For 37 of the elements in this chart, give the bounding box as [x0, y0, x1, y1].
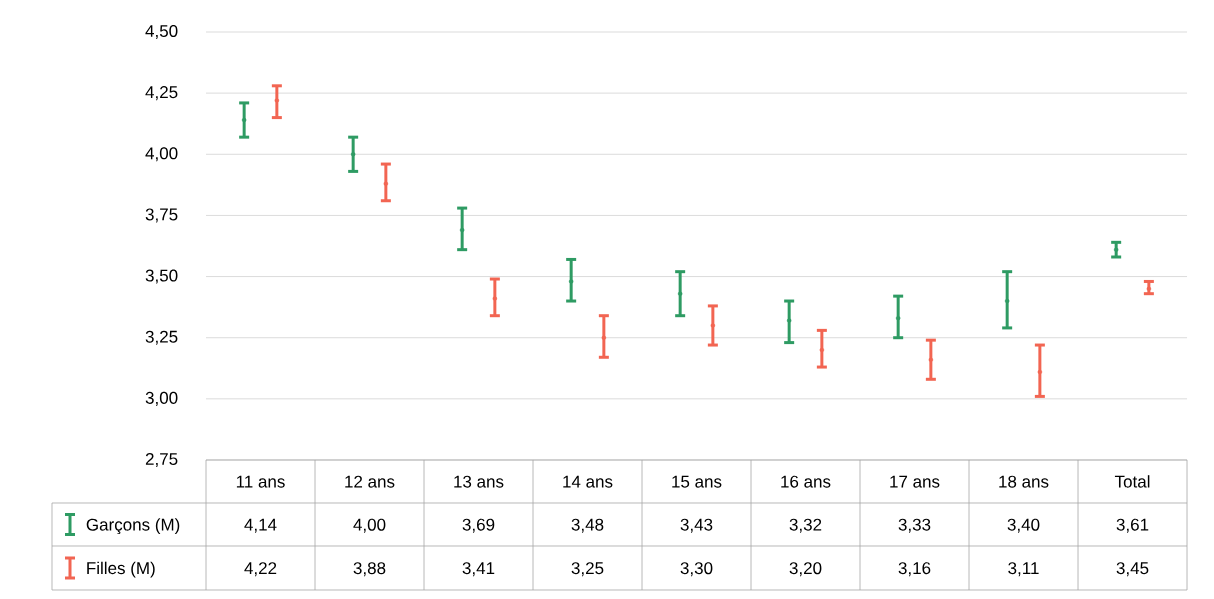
y-tick-label: 2,75 — [145, 452, 178, 468]
data-label: 3,61 — [1116, 518, 1149, 533]
data-label: 4,14 — [244, 518, 277, 533]
data-label: 3,43 — [680, 518, 713, 533]
data-label: 3,88 — [353, 562, 386, 577]
data-label: 3,11 — [1008, 562, 1039, 577]
data-label: 3,30 — [680, 562, 713, 577]
data-label: 3,25 — [571, 562, 604, 577]
data-label: 3,48 — [571, 518, 604, 533]
y-tick-label: 3,50 — [145, 269, 178, 284]
legend-label: Garçons (M) — [86, 518, 180, 535]
x-tick-label: 17 ans — [890, 475, 940, 488]
data-label: 3,32 — [789, 518, 822, 533]
data-label: 3,41 — [462, 562, 495, 577]
x-tick-label: 16 ans — [781, 475, 831, 488]
data-label: 3,20 — [789, 562, 822, 577]
data-label: 3,16 — [898, 562, 931, 577]
data-label: 4,00 — [353, 518, 386, 533]
x-tick-label: 15 ans — [672, 475, 722, 488]
y-tick-label: 3,75 — [145, 208, 178, 223]
x-tick-label: 12 ans — [345, 475, 395, 488]
y-tick-label: 4,50 — [145, 24, 178, 40]
x-tick-label: 18 ans — [999, 475, 1049, 488]
y-tick-label: 3,25 — [145, 330, 178, 345]
data-label: 3,33 — [898, 518, 931, 533]
data-label: 3,69 — [462, 518, 495, 533]
x-tick-label: 11 ans — [236, 475, 285, 488]
data-label: 4,22 — [244, 562, 277, 577]
y-tick-label: 3,00 — [145, 391, 178, 406]
y-tick-label: 4,25 — [145, 86, 178, 101]
legend-label: Filles (M) — [87, 561, 155, 578]
x-tick-label: 13 ans — [454, 475, 504, 488]
x-tick-label: 14 ans — [563, 475, 613, 488]
data-label: 3,40 — [1007, 518, 1040, 533]
y-tick-label: 4,00 — [145, 147, 178, 162]
data-label: 3,45 — [1116, 562, 1149, 577]
x-tick-label: Total — [1114, 475, 1150, 488]
